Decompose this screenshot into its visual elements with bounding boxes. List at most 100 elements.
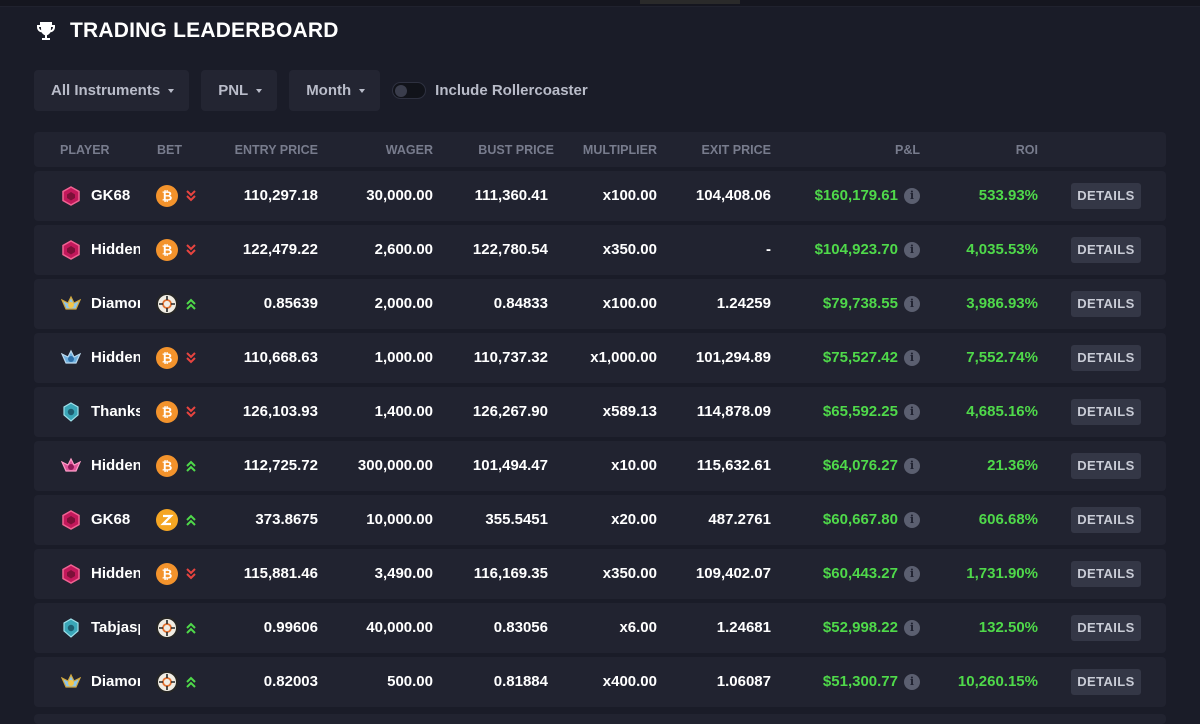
instruments-dropdown[interactable]: All Instruments (34, 70, 190, 111)
table-row: Diamond 0.85639 2,000.00 0.84833 x100.00 1.24… (34, 279, 1166, 329)
multiplier: x350.00 (602, 565, 657, 582)
multiplier: x589.13 (602, 403, 657, 420)
details-button[interactable]: DETAILS (1071, 453, 1141, 479)
pnl-value: $51,300.77 (822, 673, 898, 690)
wager: 1,000.00 (374, 349, 433, 366)
roi-value: 7,552.74% (966, 349, 1038, 366)
exit-price: 1.24259 (716, 295, 771, 312)
details-button[interactable]: DETAILS (1071, 291, 1141, 317)
pnl-value: $75,527.42 (822, 349, 898, 366)
roulette-coin-icon (156, 671, 178, 693)
pnl-value: $64,076.27 (822, 457, 898, 474)
player-name[interactable]: Hidden (91, 349, 140, 366)
toggle-knob (395, 84, 408, 97)
col-exit-price: EXIT PRICE (701, 143, 771, 157)
bitcoin-icon: ₿ (156, 347, 178, 369)
info-icon[interactable]: i (904, 620, 920, 636)
roi-value: 4,035.53% (966, 241, 1038, 258)
exit-price: 487.2761 (708, 511, 771, 528)
svg-text:₿: ₿ (162, 352, 173, 367)
info-icon[interactable]: i (904, 458, 920, 474)
player-name[interactable]: Diamond (91, 673, 140, 690)
metric-dropdown-label: PNL (218, 82, 249, 99)
zcoin-icon (156, 509, 178, 531)
details-button[interactable]: DETAILS (1071, 345, 1141, 371)
rank-badge-icon (60, 294, 82, 314)
entry-price: 373.8675 (255, 511, 318, 528)
leaderboard-table: PLAYER BET ENTRY PRICE WAGER BUST PRICE … (34, 132, 1166, 707)
player-name[interactable]: GK68 (91, 511, 131, 528)
pnl-value: $60,443.27 (822, 565, 898, 582)
player-name[interactable]: Hidden (91, 457, 140, 474)
table-body: GK68 ₿ 110,297.18 30,000.00 111,360.41 x100.0… (34, 171, 1166, 707)
pnl-value: $104,923.70 (814, 241, 898, 258)
svg-text:₿: ₿ (162, 190, 173, 205)
col-bust-price: BUST PRICE (478, 143, 554, 157)
exit-price: 114,878.09 (696, 403, 771, 420)
info-icon[interactable]: i (904, 242, 920, 258)
double-chevron-up-icon (185, 459, 197, 473)
exit-price: 1.24681 (716, 619, 771, 636)
details-button[interactable]: DETAILS (1071, 669, 1141, 695)
details-button[interactable]: DETAILS (1071, 237, 1141, 263)
page-header: TRADING LEADERBOARD (34, 16, 339, 46)
filter-bar: All Instruments PNL Month Include Roller… (34, 70, 588, 111)
svg-text:₿: ₿ (162, 568, 173, 583)
player-name[interactable]: GK68 (91, 187, 131, 204)
info-icon[interactable]: i (904, 566, 920, 582)
wager: 2,000.00 (374, 295, 433, 312)
details-button[interactable]: DETAILS (1071, 507, 1141, 533)
info-icon[interactable]: i (904, 350, 920, 366)
table-row: Hidden ₿ 122,479.22 2,600.00 122,780.54 x350.… (34, 225, 1166, 275)
entry-price: 122,479.22 (242, 241, 318, 258)
rank-badge-icon (61, 186, 81, 206)
player-name[interactable]: Tabjasper (91, 619, 140, 636)
metric-dropdown[interactable]: PNL (201, 70, 278, 111)
roulette-coin-icon (156, 617, 178, 639)
info-icon[interactable]: i (904, 404, 920, 420)
exit-price: - (766, 241, 771, 258)
bust-price: 126,267.90 (472, 403, 548, 420)
info-icon[interactable]: i (904, 188, 920, 204)
entry-price: 0.85639 (263, 295, 318, 312)
table-row: Hidden ₿ 112,725.72 300,000.00 101,494.47 x10… (34, 441, 1166, 491)
details-button[interactable]: DETAILS (1071, 399, 1141, 425)
player-name[interactable]: Diamond (91, 295, 140, 312)
info-icon[interactable]: i (904, 512, 920, 528)
roulette-coin-icon (156, 293, 178, 315)
info-icon[interactable]: i (904, 674, 920, 690)
rank-badge-icon (61, 402, 81, 422)
table-row: GK68 ₿ 110,297.18 30,000.00 111,360.41 x100.0… (34, 171, 1166, 221)
table-row: Tabjasper 0.99606 40,000.00 0.83056 x6.00 1.2… (34, 603, 1166, 653)
details-button[interactable]: DETAILS (1071, 615, 1141, 641)
bitcoin-icon: ₿ (156, 455, 178, 477)
bust-price: 122,780.54 (472, 241, 548, 258)
player-name[interactable]: Hidden (91, 241, 140, 258)
bust-price: 0.81884 (493, 673, 548, 690)
pnl-value: $79,738.55 (822, 295, 898, 312)
exit-price: 1.06087 (716, 673, 771, 690)
col-wager: WAGER (385, 143, 433, 157)
bitcoin-icon: ₿ (156, 401, 178, 423)
details-button[interactable]: DETAILS (1071, 183, 1141, 209)
chevron-down-icon (168, 88, 175, 93)
details-button[interactable]: DETAILS (1071, 561, 1141, 587)
player-name[interactable]: Thanks (91, 403, 140, 420)
wager: 500.00 (387, 673, 433, 690)
bust-price: 116,169.35 (473, 565, 548, 582)
pnl-value: $52,998.22 (822, 619, 898, 636)
table-row: Hidden ₿ 115,881.46 3,490.00 116,169.35 x350.… (34, 549, 1166, 599)
entry-price: 0.82003 (263, 673, 318, 690)
player-name[interactable]: Hidden (91, 565, 140, 582)
rank-badge-icon (61, 510, 81, 530)
wager: 3,490.00 (374, 565, 433, 582)
info-icon[interactable]: i (904, 296, 920, 312)
exit-price: 104,408.06 (695, 187, 771, 204)
col-roi: ROI (1015, 143, 1038, 157)
period-dropdown-label: Month (306, 82, 352, 99)
pnl-value: $60,667.80 (822, 511, 898, 528)
period-dropdown[interactable]: Month (289, 70, 381, 111)
entry-price: 110,668.63 (243, 349, 318, 366)
rollercoaster-toggle[interactable] (392, 82, 427, 99)
entry-price: 0.99606 (263, 619, 318, 636)
